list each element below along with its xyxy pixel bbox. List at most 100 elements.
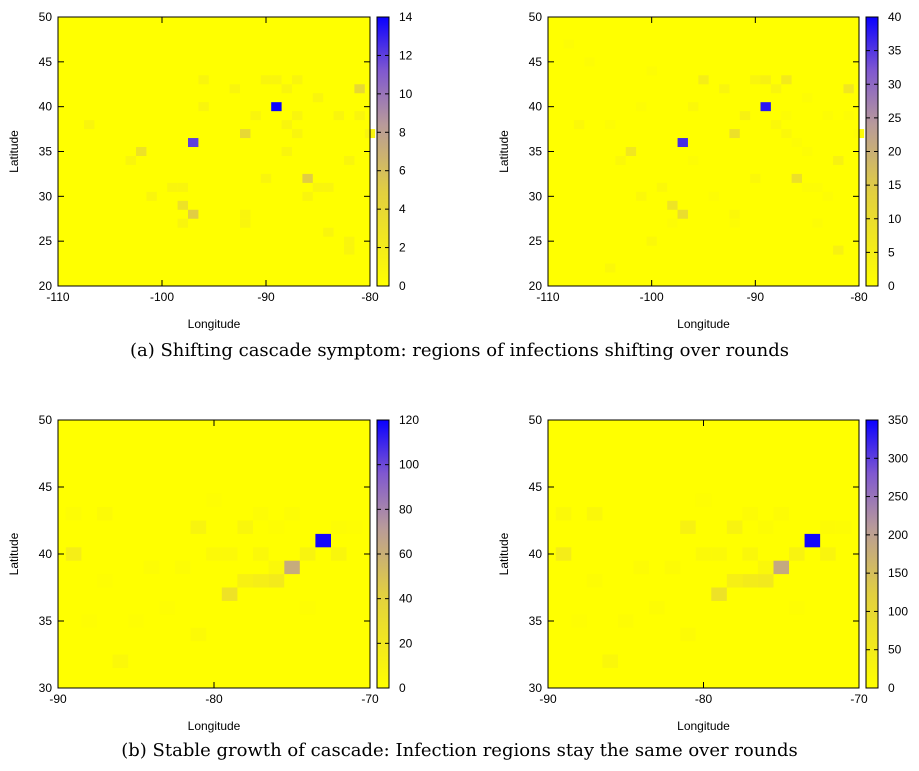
heatmap-cell <box>299 547 316 561</box>
heatmap-cell <box>760 75 771 85</box>
heatmap-cell <box>229 84 240 94</box>
heatmap-cell <box>625 147 637 156</box>
x-tick-label: -100 <box>640 290 664 304</box>
heatmap-cell <box>344 245 355 255</box>
heatmap-cell <box>292 111 303 121</box>
colorbar-tick-label: 0 <box>399 279 406 293</box>
heatmap-cell <box>299 600 316 615</box>
y-tick-label: 50 <box>529 10 543 24</box>
heatmap-cell <box>791 138 802 148</box>
colorbar-tick-label: 5 <box>888 245 895 259</box>
colorbar-tick-label: 250 <box>888 490 908 504</box>
y-axis-label: Latitude <box>7 532 21 575</box>
heatmap-cell <box>177 182 188 192</box>
heatmap-cell <box>664 560 681 575</box>
heatmap-cell <box>159 600 175 615</box>
heatmap-cell <box>188 209 199 219</box>
x-tick-label: -70 <box>361 692 379 706</box>
heatmap-cell <box>605 263 616 273</box>
heatmap-cell <box>801 182 813 192</box>
heatmap-cell <box>729 129 740 139</box>
heatmap-cell <box>128 614 144 628</box>
heatmap-cell <box>281 120 292 130</box>
caption-b: (b) Stable growth of cascade: Infection … <box>121 740 798 761</box>
heatmap-cell <box>268 520 285 534</box>
y-tick-label: 35 <box>529 614 543 628</box>
heatmap-cell <box>646 236 657 246</box>
y-tick-label: 50 <box>39 10 53 24</box>
x-axis-label: Longitude <box>188 317 241 331</box>
heatmap-cell <box>801 93 813 103</box>
heatmap-cell <box>284 560 300 575</box>
heatmap-cell <box>757 520 774 534</box>
x-axis-label: Longitude <box>677 719 730 733</box>
heatmap-cell <box>820 520 836 534</box>
heatmap-cell <box>146 191 157 201</box>
heatmap-cell <box>125 155 136 165</box>
heatmap-cell <box>770 84 782 94</box>
colorbar-tick-label: 200 <box>888 528 908 542</box>
heatmap-panel-a-right: -110 -100 -90 -8020253035404550LongitudeLat… <box>497 10 902 331</box>
heatmap-cell <box>617 614 634 628</box>
colorbar-tick-label: 15 <box>888 178 902 192</box>
heatmap-cell <box>742 547 758 561</box>
y-tick-label: 30 <box>529 681 543 695</box>
heatmap-cell <box>719 84 730 94</box>
x-tick-label: -70 <box>850 692 868 706</box>
y-tick-label: 45 <box>529 480 543 494</box>
heatmap-cell <box>344 236 355 246</box>
heatmap-cell <box>240 218 251 228</box>
y-tick-label: 25 <box>39 234 53 248</box>
y-tick-label: 45 <box>39 55 53 69</box>
y-axis-label: Latitude <box>497 130 511 173</box>
heatmap-cell <box>843 111 854 121</box>
heatmap-cell <box>221 587 238 601</box>
plot-background <box>58 17 370 286</box>
colorbar-tick-label: 10 <box>399 87 413 101</box>
colorbar-tick-label: 6 <box>399 164 406 178</box>
heatmap-cell <box>698 75 709 85</box>
heatmap-cell <box>281 147 292 156</box>
colorbar-tick-label: 20 <box>888 145 902 159</box>
x-axis-label: Longitude <box>677 317 730 331</box>
heatmap-cell <box>97 507 113 521</box>
heatmap-cell <box>667 218 678 228</box>
y-tick-label: 40 <box>39 547 53 561</box>
heatmap-cell <box>323 227 334 237</box>
heatmap-cell <box>729 209 740 219</box>
colorbar <box>865 419 879 689</box>
y-tick-label: 30 <box>39 189 53 203</box>
x-tick-label: -80 <box>850 290 868 304</box>
heatmap-cell <box>695 547 712 561</box>
heatmap-cell <box>136 147 147 156</box>
heatmap-cell <box>781 129 792 139</box>
heatmap-cell <box>268 574 285 588</box>
heatmap-cell <box>188 138 199 148</box>
heatmap-cell <box>221 547 238 561</box>
y-axis-label: Latitude <box>497 532 511 575</box>
heatmap-cell <box>198 75 209 85</box>
x-axis-label: Longitude <box>188 719 241 733</box>
heatmap-cell <box>801 147 813 156</box>
heatmap-cell <box>198 102 209 112</box>
colorbar-tick-label: 100 <box>888 604 908 618</box>
colorbar-tick-label: 20 <box>399 636 413 650</box>
heatmap-cell <box>571 614 587 628</box>
x-tick-label: -100 <box>150 290 174 304</box>
heatmap-cell <box>112 654 129 668</box>
heatmap-cell <box>586 507 603 521</box>
colorbar-tick-label: 0 <box>399 681 406 695</box>
heatmap-cell <box>677 138 688 148</box>
heatmap-cell <box>605 120 616 130</box>
heatmap-cell <box>312 182 324 192</box>
heatmap-panel-b-left: -90 -80 -70 30 35 40 45 50 Longitude Latitude 0 20 4… <box>7 413 419 733</box>
heatmap-cell <box>268 560 285 575</box>
heatmap-cell <box>742 574 758 588</box>
y-tick-label: 45 <box>39 480 53 494</box>
x-tick-label: -110 <box>46 290 69 304</box>
heatmap-cell <box>271 75 282 85</box>
heatmap-cell <box>636 102 647 112</box>
colorbar-tick-label: 300 <box>888 451 908 465</box>
heatmap-cell <box>843 84 854 94</box>
heatmap-cell <box>760 102 771 112</box>
